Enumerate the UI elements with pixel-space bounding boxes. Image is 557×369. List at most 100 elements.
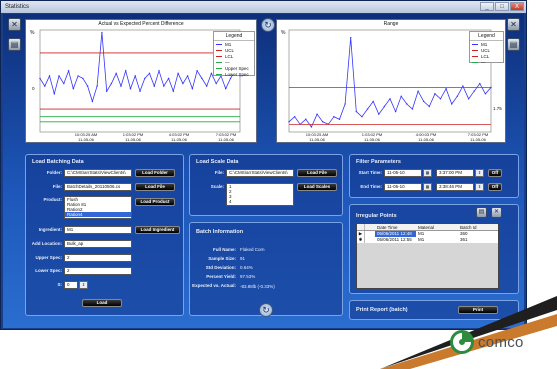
list-item[interactable]: 2 — [229, 189, 232, 194]
expand-icon[interactable]: ✕ — [507, 18, 520, 31]
batch-information-panel: Batch Information Full Name: Flaked Corn… — [189, 222, 343, 316]
column-header[interactable]: Material — [418, 225, 435, 230]
start-date-picker[interactable]: 11-05-10 — [384, 169, 422, 177]
row-marker: ✱ — [357, 237, 365, 243]
legend-item: M1 — [214, 41, 254, 47]
info-label: Expected vs. Actual: — [192, 283, 236, 288]
s-input[interactable]: 0 — [64, 281, 78, 289]
table-cell: 05/06/2011 12:48 — [375, 231, 416, 237]
legend-item: — — [470, 59, 503, 65]
print-icon[interactable]: ▤ — [8, 38, 21, 51]
legend-item: LCL — [470, 53, 503, 59]
start-time-input[interactable]: 3:37:00 PM — [436, 169, 474, 177]
load-scales-button[interactable]: Load Scales — [297, 183, 337, 191]
load-file-button[interactable]: Load File — [297, 169, 337, 177]
data-point — [406, 103, 408, 105]
data-point — [86, 85, 89, 87]
data-point — [428, 105, 430, 108]
info-value: 0.64% — [240, 265, 253, 270]
file-label: File: — [52, 184, 62, 189]
data-point — [383, 105, 386, 108]
print-button[interactable]: Print — [458, 306, 498, 314]
end-time-label: End Time: — [360, 184, 382, 189]
title-bar: Statistics _ □ X — [1, 1, 526, 13]
end-off-button[interactable]: Off — [488, 183, 502, 191]
calendar-icon[interactable]: ▦ — [423, 169, 432, 177]
end-time-input[interactable]: 3:38:46 PM — [436, 183, 474, 191]
info-value: Flaked Corn — [240, 247, 265, 252]
spinner-icon[interactable]: ⇕ — [79, 281, 88, 289]
panel-title: Load Scale Data — [196, 159, 239, 165]
data-point — [456, 95, 459, 98]
list-item[interactable]: Ration 81 — [67, 202, 87, 207]
y-tick-label: 0 — [32, 86, 35, 91]
data-point — [91, 100, 94, 103]
chart-title: Range — [383, 21, 399, 27]
print-icon[interactable]: ▤ — [507, 38, 520, 51]
data-point — [177, 72, 179, 75]
spinner-icon[interactable]: ⇕ — [475, 169, 484, 177]
legend-item: Lower Spec — [214, 71, 254, 77]
print-report-panel: Print Report (batch) Print — [349, 300, 519, 320]
x-tick-label: 10:03:25 AM 11-05-06 — [74, 132, 98, 142]
legend-title: Legend — [214, 32, 254, 41]
data-point — [344, 103, 346, 105]
table-row[interactable]: ▶ 05/06/2011 12:48 M1 360 — [357, 231, 498, 237]
print-icon[interactable]: ▤ — [476, 207, 487, 218]
refresh-icon[interactable]: ↻ — [261, 18, 275, 32]
add-location-select[interactable]: Bulk_ap — [64, 240, 132, 248]
folder-input[interactable]: C:\CMS\arrStats\ViewClients\ — [64, 169, 132, 177]
data-point — [148, 72, 151, 75]
column-header[interactable]: Batch Id — [460, 225, 477, 230]
load-file-button[interactable]: Load File — [135, 183, 175, 191]
load-ingredient-button[interactable]: Load Ingredient — [135, 226, 180, 234]
table-row[interactable]: ✱ 05/06/2011 12:55 M1 361 — [357, 237, 498, 243]
minimize-button[interactable]: _ — [480, 2, 494, 11]
y-axis-unit: % — [30, 30, 35, 36]
table-cell: 361 — [460, 237, 468, 242]
refresh-icon[interactable]: ↻ — [259, 303, 273, 317]
product-list[interactable]: Flush Ration 81 Ration2 Ration4 — [64, 196, 132, 219]
right-value-label: 1.75 — [493, 106, 502, 111]
load-folder-button[interactable]: Load Folder — [135, 169, 175, 177]
file-select[interactable]: BatchDetails_20110506.cs — [64, 183, 132, 191]
maximize-button[interactable]: □ — [495, 2, 509, 11]
scale-list[interactable]: 1 2 3 4 — [226, 183, 294, 206]
list-item[interactable]: Ration2 — [67, 207, 83, 212]
irregular-points-panel: Irregular Points ▤ ✕ Date Time Material … — [349, 204, 519, 294]
info-label: Std Deviation: — [205, 265, 236, 270]
panel-title: Load Batching Data — [32, 159, 84, 165]
ingredient-select[interactable]: M1 — [64, 226, 132, 234]
load-product-button[interactable]: Load Product — [135, 198, 175, 206]
list-item[interactable]: 3 — [229, 194, 232, 199]
list-item[interactable]: Flush — [67, 197, 79, 202]
data-point — [158, 70, 160, 72]
data-point — [462, 85, 464, 87]
column-header[interactable]: Date Time — [377, 225, 398, 230]
end-date-picker[interactable]: 11-05-10 — [384, 183, 422, 191]
legend-title: Legend — [470, 32, 503, 41]
close-button[interactable]: X — [510, 2, 524, 11]
irregular-points-table[interactable]: Date Time Material Batch Id ▶ 05/06/2011… — [356, 223, 499, 289]
list-item[interactable]: Ration4 — [65, 212, 131, 217]
upper-spec-input[interactable]: 2 — [64, 254, 132, 262]
x-tick-label: 7:03:02 PM 11-05-06 — [215, 132, 237, 142]
lower-spec-input[interactable]: 2 — [64, 267, 132, 275]
list-item[interactable]: 4 — [229, 199, 232, 204]
data-point — [72, 87, 75, 90]
legend-item: M1 — [470, 41, 503, 47]
data-point — [129, 87, 132, 90]
info-value: 91 — [240, 256, 246, 261]
scale-file-input[interactable]: C:\CMS\arrStats\ViewClients\ — [226, 169, 294, 177]
expand-icon[interactable]: ✕ — [491, 207, 502, 218]
start-off-button[interactable]: Off — [488, 169, 502, 177]
data-point — [144, 77, 146, 80]
expand-icon[interactable]: ✕ — [8, 18, 21, 31]
load-button[interactable]: Load — [82, 299, 122, 307]
list-item[interactable]: 1 — [229, 184, 232, 189]
info-label: Sample Size: — [208, 256, 236, 261]
data-point — [163, 85, 165, 87]
data-point — [77, 75, 79, 77]
spinner-icon[interactable]: ⇕ — [475, 183, 484, 191]
calendar-icon[interactable]: ▦ — [423, 183, 432, 191]
